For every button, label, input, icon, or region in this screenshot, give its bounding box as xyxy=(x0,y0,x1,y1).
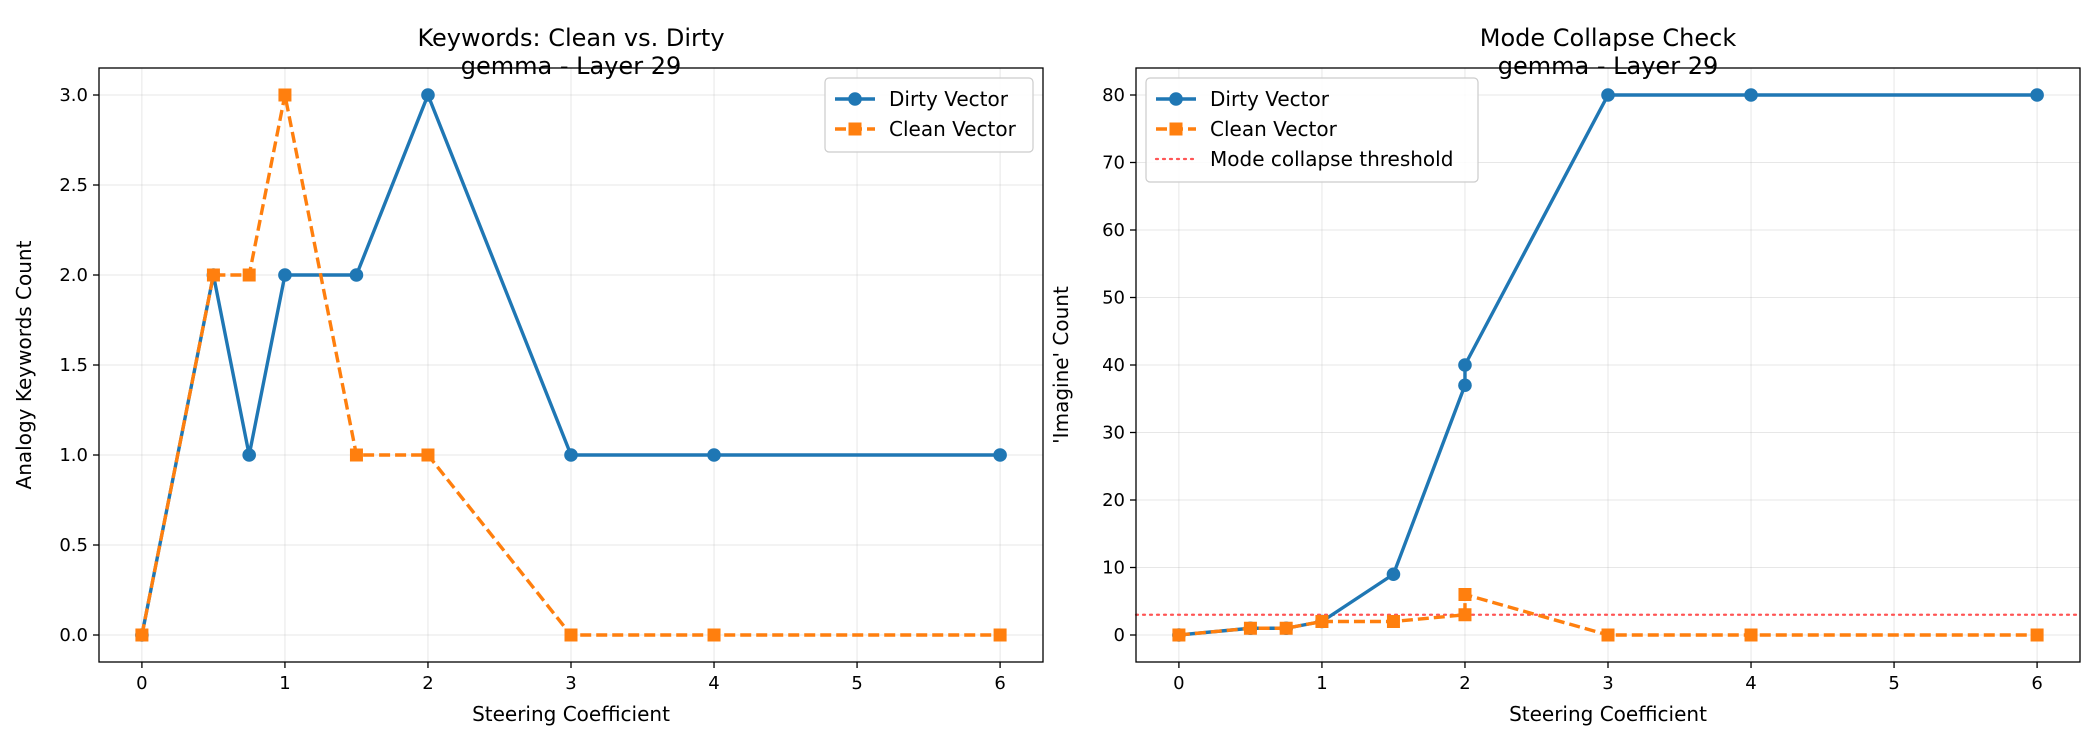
y-tick-label: 0.0 xyxy=(59,625,88,646)
y-tick-label: 3.0 xyxy=(59,85,88,106)
data-point xyxy=(993,628,1007,642)
y-tick-label: 2.0 xyxy=(59,265,88,286)
chart-title: Mode Collapse Check xyxy=(1480,24,1737,52)
x-axis-label: Steering Coefficient xyxy=(1509,702,1707,726)
chart-keywords: 0 1 2 3 4 5 6 0.0 0.5 1.0 1.5 2.0 2.5 3.0 Keywords: Cl… xyxy=(12,24,1044,726)
legend-marker xyxy=(1169,122,1183,136)
y-tick-label: 80 xyxy=(1102,85,1125,106)
x-tick-label: 6 xyxy=(2031,673,2042,694)
data-point xyxy=(421,448,435,462)
chart-title: Keywords: Clean vs. Dirty xyxy=(417,24,724,52)
y-tick-label: 50 xyxy=(1102,288,1125,309)
legend: Dirty Vector Clean Vector xyxy=(824,77,1034,153)
data-point xyxy=(993,448,1007,462)
data-point xyxy=(349,448,363,462)
series-line-clean xyxy=(1178,592,2038,637)
data-point xyxy=(1172,628,1186,642)
data-point xyxy=(242,268,256,282)
data-point xyxy=(349,268,364,282)
y-tick-label: 70 xyxy=(1102,153,1125,174)
data-point xyxy=(278,88,292,102)
y-tick-label: 0 xyxy=(1114,625,1125,646)
legend-marker xyxy=(1169,92,1183,106)
legend-marker xyxy=(848,92,862,106)
y-tick-label: 60 xyxy=(1102,220,1125,241)
data-point xyxy=(135,628,149,642)
x-tick-label: 4 xyxy=(1745,673,1756,694)
data-point xyxy=(707,628,721,642)
x-tick-label: 3 xyxy=(565,673,576,694)
y-axis-label: 'Imagine' Count xyxy=(1049,286,1073,444)
y-tick-label: 40 xyxy=(1102,355,1125,376)
x-tick-label: 3 xyxy=(1602,673,1613,694)
data-point xyxy=(1458,588,1472,601)
data-point xyxy=(1243,621,1257,635)
legend-label: Clean Vector xyxy=(889,117,1017,141)
y-tick-label: 10 xyxy=(1102,558,1125,579)
chart-subtitle: gemma - Layer 29 xyxy=(1498,52,1718,80)
data-point xyxy=(206,268,220,282)
legend-box xyxy=(824,77,1034,153)
x-tick-label: 2 xyxy=(1459,673,1470,694)
x-tick-label: 5 xyxy=(851,673,862,694)
data-point xyxy=(1458,608,1472,622)
data-point xyxy=(2030,88,2044,102)
y-axis-label: Analogy Keywords Count xyxy=(12,240,36,489)
data-point xyxy=(421,88,435,102)
x-tick-label: 1 xyxy=(1316,673,1327,694)
legend-box xyxy=(1145,77,1479,183)
data-point xyxy=(1744,628,1758,642)
data-point xyxy=(278,268,292,282)
y-tick-label: 20 xyxy=(1102,490,1125,511)
data-point xyxy=(564,448,578,462)
data-point xyxy=(2030,628,2044,642)
data-point xyxy=(1315,615,1329,628)
x-tick-label: 0 xyxy=(136,673,147,694)
data-point xyxy=(1458,378,1472,393)
data-point xyxy=(1386,567,1401,582)
data-point xyxy=(242,448,256,462)
data-point xyxy=(564,628,578,642)
x-tick-label: 2 xyxy=(422,673,433,694)
x-tick-label: 0 xyxy=(1173,673,1184,694)
data-point xyxy=(1744,88,1758,102)
data-point xyxy=(1601,628,1615,642)
legend-label: Clean Vector xyxy=(1210,117,1338,141)
y-tick-label: 2.5 xyxy=(59,175,88,196)
x-tick-label: 6 xyxy=(994,673,1005,694)
data-point xyxy=(707,448,721,462)
y-tick-label: 1.5 xyxy=(59,355,88,376)
y-tick-label: 30 xyxy=(1102,423,1125,444)
chart-subtitle: gemma - Layer 29 xyxy=(461,52,681,80)
x-tick-label: 1 xyxy=(279,673,290,694)
y-tick-label: 1.0 xyxy=(59,445,88,466)
data-point xyxy=(1279,621,1293,635)
data-point xyxy=(1458,358,1472,372)
legend-label: Dirty Vector xyxy=(1210,87,1330,111)
legend-label: Mode collapse threshold xyxy=(1210,147,1453,171)
legend-label: Dirty Vector xyxy=(889,87,1009,111)
x-tick-label: 5 xyxy=(1888,673,1899,694)
data-point xyxy=(1386,615,1400,628)
x-axis-label: Steering Coefficient xyxy=(472,702,670,726)
legend-marker xyxy=(848,122,862,136)
x-tick-label: 4 xyxy=(708,673,719,694)
y-tick-label: 0.5 xyxy=(59,535,88,556)
data-point xyxy=(1601,88,1615,102)
legend: Dirty Vector Clean Vector Mode collapse th… xyxy=(1145,77,1479,183)
